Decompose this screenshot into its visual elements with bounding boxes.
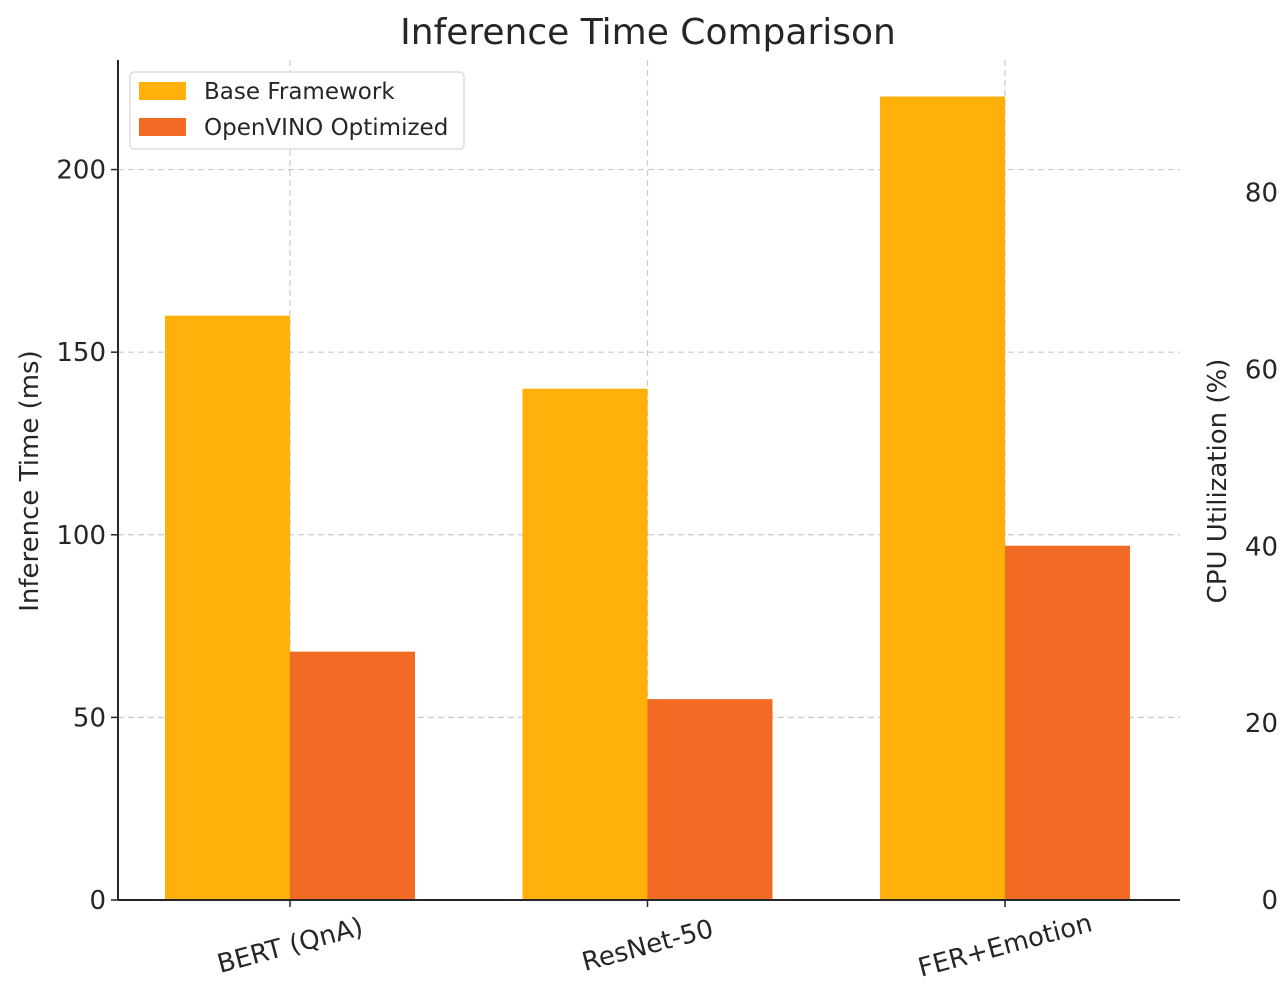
y-tick-label: 0 bbox=[89, 886, 106, 916]
y-right-tick-label: 20 bbox=[1245, 709, 1278, 739]
x-tick-label: ResNet-50 bbox=[579, 914, 717, 978]
bars bbox=[165, 96, 1130, 901]
bar-0-1 bbox=[522, 388, 648, 900]
x-tick-label: BERT (QnA) bbox=[214, 912, 366, 980]
chart-title: Inference Time Comparison bbox=[400, 12, 896, 53]
bar-1-0 bbox=[290, 651, 415, 900]
y-axis-left-ticks: 0 50 100 150 200 bbox=[56, 156, 118, 916]
legend-label: OpenVINO Optimized bbox=[204, 115, 448, 141]
bar-0-0 bbox=[165, 315, 290, 900]
y-right-tick-label: 60 bbox=[1245, 355, 1278, 385]
y-axis-right-ticks: 0 20 40 60 80 bbox=[1245, 179, 1278, 916]
legend-label: Base Framework bbox=[204, 79, 395, 105]
legend-swatch bbox=[139, 118, 186, 136]
y-tick-label: 50 bbox=[73, 703, 106, 733]
bar-0-2 bbox=[880, 96, 1005, 901]
y-right-tick-label: 80 bbox=[1245, 179, 1278, 209]
x-axis-ticks: BERT (QnA) ResNet-50 FER+Emotion bbox=[214, 900, 1095, 984]
y-axis-left-label: Inference Time (ms) bbox=[15, 350, 45, 612]
y-tick-label: 150 bbox=[56, 338, 106, 368]
legend-swatch bbox=[139, 82, 186, 100]
y-axis-right-label: CPU Utilization (%) bbox=[1203, 359, 1233, 604]
legend-box bbox=[129, 71, 465, 150]
bar-1-1 bbox=[647, 699, 773, 900]
bar-1-2 bbox=[1005, 545, 1130, 900]
y-tick-label: 200 bbox=[56, 156, 106, 186]
y-right-tick-label: 0 bbox=[1261, 886, 1278, 916]
x-tick-label: FER+Emotion bbox=[915, 908, 1095, 983]
y-right-tick-label: 40 bbox=[1245, 532, 1278, 562]
legend: Base Framework OpenVINO Optimized bbox=[129, 71, 465, 150]
y-tick-label: 100 bbox=[56, 521, 106, 551]
axes bbox=[117, 60, 1180, 901]
